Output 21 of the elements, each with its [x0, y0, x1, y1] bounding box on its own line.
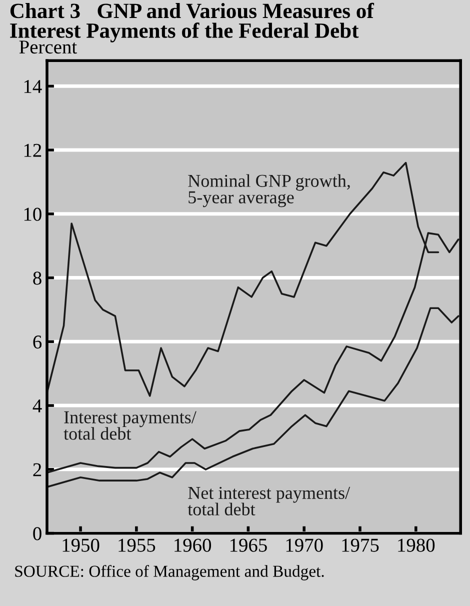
y-axis-title: Percent: [19, 40, 77, 54]
x-tick-label: 1960: [174, 538, 212, 552]
y-tick-label: 8: [33, 272, 42, 285]
x-tick-label: 1970: [286, 538, 323, 552]
y-tick-label: 4: [32, 399, 42, 412]
line-series: [47, 307, 460, 488]
x-tick-label: 1950: [62, 538, 100, 552]
source-note: SOURCE: Office of Management and Budget.: [15, 565, 324, 580]
series-label: Net interest payments/ total debt: [188, 486, 350, 516]
y-tick-label: 2: [33, 463, 42, 476]
series-label: Interest payments/ total debt: [64, 411, 196, 440]
x-tick-label: 1955: [118, 538, 156, 552]
y-tick-label: 10: [24, 208, 42, 221]
y-tick-label: 12: [24, 144, 42, 157]
series-label: Nominal GNP growth, 5-year average: [188, 174, 350, 208]
x-tick-label: 1975: [342, 538, 379, 552]
x-tick-label: 1965: [230, 538, 267, 552]
y-tick-label: 14: [24, 80, 42, 93]
y-tick-label: 6: [33, 336, 42, 349]
y-tick-label: 0: [33, 527, 42, 540]
x-tick-label: 1980: [398, 538, 435, 552]
